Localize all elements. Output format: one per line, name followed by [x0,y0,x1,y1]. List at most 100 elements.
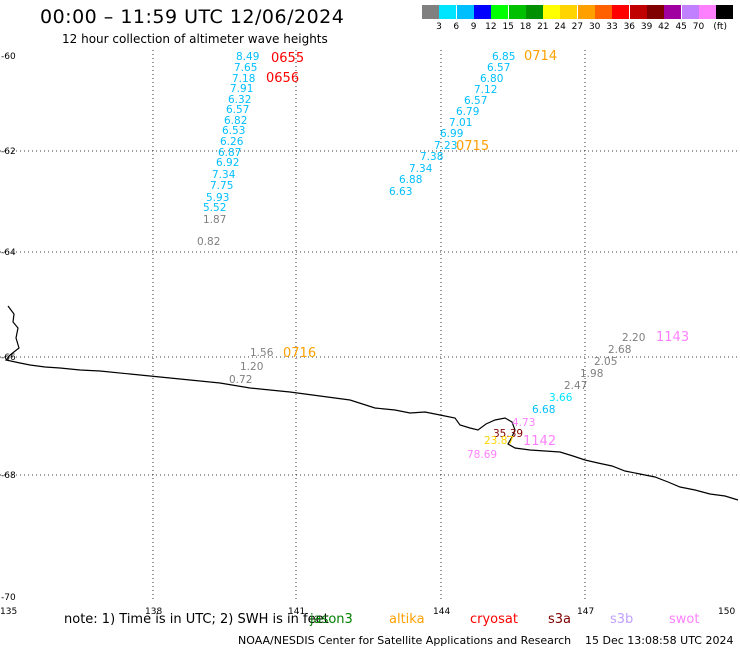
mission-s3a: s3a [548,612,572,627]
wave-height-value: 7.34 [212,169,236,181]
wave-height-value: 78.69 [467,449,497,461]
longitude-label: 150 [718,607,735,617]
legend-label: 42 [658,22,670,32]
wave-height-value: 2.20 [622,332,645,344]
wave-height-value: 7.75 [210,180,233,192]
longitude-label: 147 [577,607,594,617]
wave-height-value: 6.99 [440,128,463,140]
wave-height-value: 6.57 [226,104,249,116]
wave-height-value: 7.12 [474,84,497,96]
legend-label: 24 [554,22,566,32]
wave-height-value: 7.65 [234,62,257,74]
map-title: 00:00 – 11:59 UTC 12/06/2024 [40,6,345,28]
wave-height-value: 7.91 [230,83,253,95]
wave-height-value: 2.47 [564,380,587,392]
wave-height-value: 5.52 [203,202,226,214]
legend-swatch [664,5,682,19]
wave-height-value: 0.82 [197,236,220,248]
wave-height-value: 6.68 [532,404,555,416]
legend-swatch [577,5,595,19]
legend-swatch [681,5,699,19]
mission-cryosat: cryosat [470,612,518,627]
track-labels: 8.497.657.187.916.326.576.826.536.266.87… [197,49,689,461]
map-subtitle: 12 hour collection of altimeter wave hei… [62,32,328,46]
legend-label: 12 [485,22,497,32]
legend-label: 30 [588,22,601,32]
footer-timestamp: 15 Dec 13:08:58 UTC 2024 [585,634,734,647]
pass-time-label: 0655 [271,51,304,66]
legend-swatch [543,5,561,19]
wave-height-value: 7.23 [434,140,457,152]
wave-height-value: 2.68 [608,344,631,356]
legend-swatch [491,5,509,19]
wave-height-value: 6.57 [487,62,510,74]
longitude-label: 144 [433,607,450,617]
longitude-label: 138 [145,607,162,617]
wave-height-value: 1.98 [580,368,603,380]
latitude-label: -62 [1,147,16,157]
latitude-label: -66 [1,353,16,363]
coastline [4,305,739,501]
wave-height-value: 0.72 [229,374,252,386]
pass-time-label: 0714 [524,49,557,64]
legend-swatch [595,5,612,19]
legend-label: 39 [640,22,653,32]
legend-label: 15 [502,22,514,32]
wave-height-value: 6.80 [480,73,503,85]
footer-credit: NOAA/NESDIS Center for Satellite Applica… [238,634,572,647]
legend-swatch [439,5,457,19]
wave-height-value: 6.32 [228,94,251,106]
wave-height-value: 6.92 [216,157,239,169]
wave-height-value: 8.49 [236,51,259,63]
latitude-label: -64 [1,248,16,258]
wave-height-value: 1.20 [240,361,263,373]
wave-height-value: 7.34 [409,163,433,175]
wave-height-value: 6.79 [456,106,479,118]
wave-height-value: 7.38 [420,151,443,163]
legend-label: 27 [571,22,584,32]
wave-height-value: 3.66 [549,392,573,404]
legend-label: 36 [623,22,636,32]
mission-jason3: jason3 [310,612,353,627]
legend-swatch [629,5,647,19]
wave-height-value: 35.39 [493,428,523,440]
graticule: -60 -62 -64 -66 -68 -70 135 138 141 144 147 150 [0,50,740,617]
legend-label: 70 [692,22,705,32]
legend-label: 3 [436,22,442,32]
wave-height-value: 6.26 [220,136,244,148]
wave-height-value: 7.01 [449,117,472,129]
longitude-label: 141 [288,607,305,617]
mission-altika: altika [389,612,425,627]
wave-height-value: 6.57 [464,95,487,107]
legend-label: 18 [519,22,532,32]
legend-swatch [716,5,734,19]
wave-height-value: 23.87 [484,435,514,447]
mission-s3b: s3b [610,612,634,627]
latitude-label: -60 [1,52,16,62]
legend-swatch [473,5,491,19]
legend-unit: (ft) [713,22,727,32]
wave-height-value: 6.82 [224,115,247,127]
wave-height-value: 1.87 [203,214,226,226]
legend-swatch [560,5,578,19]
wave-height-value: 6.85 [492,51,515,63]
pass-time-label: 0656 [266,71,299,86]
wave-height-value: 7.18 [232,73,255,85]
pass-time-label: 1142 [523,434,556,449]
legend-swatch [422,5,439,19]
pass-time-label: 0715 [456,139,489,154]
wave-height-value: 6.53 [222,125,245,137]
wave-height-value: 4.73 [512,417,535,429]
legend-label: 6 [453,22,460,32]
pass-time-label: 0716 [283,346,316,361]
mission-swot: swot [669,612,700,627]
wave-height-value: 6.63 [389,186,412,198]
legend-swatch [525,5,543,19]
longitude-label: 135 [0,607,17,617]
note-text: note: 1) Time is in UTC; 2) SWH is in fe… [64,612,329,627]
pass-time-label: 1143 [656,330,689,345]
latitude-label: -68 [1,471,16,481]
legend-label: 9 [470,22,477,32]
wave-height-value: 1.56 [250,347,274,359]
